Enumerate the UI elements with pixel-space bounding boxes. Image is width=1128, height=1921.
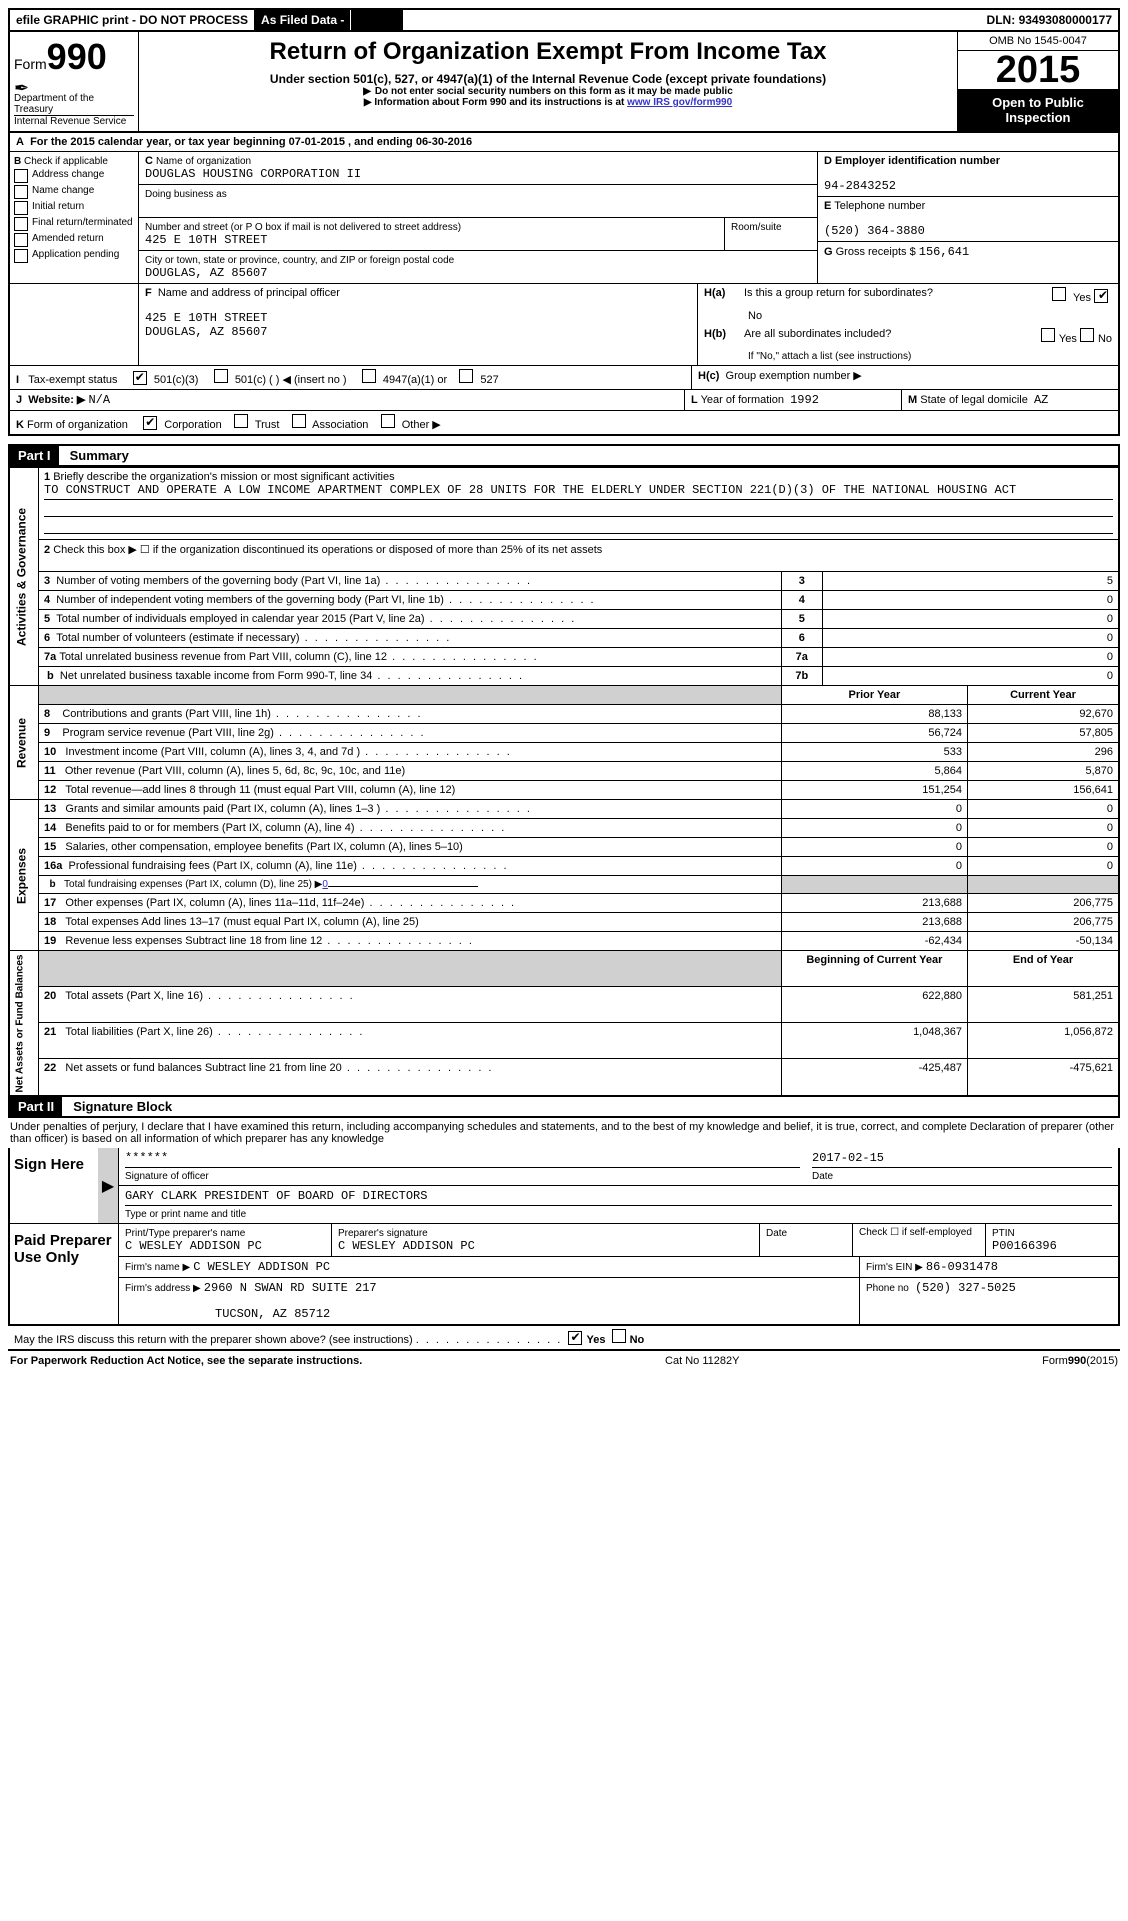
gov-row: 3 Number of voting members of the govern… [9, 572, 1119, 591]
exp-row: 16a Professional fundraising fees (Part … [9, 857, 1119, 876]
part2-title: Signature Block [65, 1097, 172, 1116]
col-C-org-info: C Name of organization DOUGLAS HOUSING C… [139, 152, 817, 283]
side-governance: Activities & Governance [9, 468, 39, 686]
as-filed-label: As Filed Data - [255, 10, 351, 30]
as-filed-blank [351, 10, 404, 30]
col-DEG: D Employer identification number 94-2843… [817, 152, 1118, 283]
ck-ha-yes[interactable] [1052, 287, 1066, 301]
net-row: 21 Total liabilities (Part X, line 26)1,… [9, 1023, 1119, 1059]
footer: For Paperwork Reduction Act Notice, see … [8, 1351, 1120, 1371]
top-bar: efile GRAPHIC print - DO NOT PROCESS As … [8, 8, 1120, 32]
irs-label: Internal Revenue Service [14, 115, 134, 127]
gov-row: 6 Total number of volunteers (estimate i… [9, 629, 1119, 648]
dln-cell: DLN: 93493080000177 [981, 10, 1118, 30]
gov-row: 5 Total number of individuals employed i… [9, 610, 1119, 629]
net-row: 20 Total assets (Part X, line 16)622,880… [9, 987, 1119, 1023]
part2-header: Part II [10, 1097, 62, 1116]
ck-application-pending[interactable]: Application pending [14, 249, 134, 263]
officer-addr1: 425 E 10TH STREET [145, 311, 267, 325]
identity-section: A For the 2015 calendar year, or tax yea… [8, 133, 1120, 436]
dln-label: DLN: [987, 13, 1016, 27]
gov-row: 7a Total unrelated business revenue from… [9, 648, 1119, 667]
ck-501c[interactable] [214, 369, 228, 383]
ck-amended-return[interactable]: Amended return [14, 233, 134, 247]
ein: 94-2843252 [824, 179, 896, 193]
ck-address-change[interactable]: Address change [14, 169, 134, 183]
exp-row: 17 Other expenses (Part IX, column (A), … [9, 894, 1119, 913]
form-number: Form990 [14, 36, 134, 78]
ck-ha-no[interactable] [1094, 289, 1108, 303]
arrow-icon: ▶ [98, 1148, 119, 1223]
form-title: Return of Organization Exempt From Incom… [147, 38, 949, 66]
sign-here-label: Sign Here [10, 1148, 98, 1223]
form-header: Form990 ✒ Department of the Treasury Int… [8, 32, 1120, 133]
gross-receipts: 156,641 [919, 245, 969, 259]
side-net-assets: Net Assets or Fund Balances [9, 951, 39, 1097]
rev-row: 10 Investment income (Part VIII, column … [9, 743, 1119, 762]
rev-row: 9 Program service revenue (Part VIII, li… [9, 724, 1119, 743]
info-note: ▶ Information about Form 990 and its ins… [147, 97, 949, 108]
exp-row: 18 Total expenses Add lines 13–17 (must … [9, 913, 1119, 932]
line-A: A For the 2015 calendar year, or tax yea… [10, 133, 1118, 152]
rev-row: 8 Contributions and grants (Part VIII, l… [9, 705, 1119, 724]
section-H: H(a) Is this a group return for subordin… [698, 284, 1118, 365]
efile-label: efile GRAPHIC print - DO NOT PROCESS [10, 10, 255, 30]
gov-row: b Net unrelated business taxable income … [9, 667, 1119, 686]
net-row: 22 Net assets or fund balances Subtract … [9, 1059, 1119, 1096]
ck-trust[interactable] [234, 414, 248, 428]
ck-initial-return[interactable]: Initial return [14, 201, 134, 215]
ck-final-return[interactable]: Final return/terminated [14, 217, 134, 231]
rev-row: 11 Other revenue (Part VIII, column (A),… [9, 762, 1119, 781]
city: DOUGLAS, AZ 85607 [145, 266, 267, 280]
exp-row: 14 Benefits paid to or for members (Part… [9, 819, 1119, 838]
tax-year: 2015 [958, 51, 1118, 89]
gov-row: 4 Number of independent voting members o… [9, 591, 1119, 610]
street: 425 E 10TH STREET [145, 233, 267, 247]
mission-text: TO CONSTRUCT AND OPERATE A LOW INCOME AP… [44, 483, 1016, 497]
rev-row: 12 Total revenue—add lines 8 through 11 … [9, 781, 1119, 800]
dept-label: Department of the Treasury [14, 93, 134, 115]
ck-assoc[interactable] [292, 414, 306, 428]
exp-row: b Total fundraising expenses (Part IX, c… [9, 876, 1119, 894]
irs-link[interactable]: www IRS gov/form990 [627, 97, 732, 108]
ck-527[interactable] [459, 369, 473, 383]
perjury-text: Under penalties of perjury, I declare th… [8, 1118, 1120, 1148]
ck-discuss-yes[interactable] [568, 1331, 582, 1345]
col-B-checkboxes: B Check if applicable Address change Nam… [10, 152, 139, 283]
side-expenses: Expenses [9, 800, 39, 951]
signature-block: Sign Here ▶ ****** Signature of officer … [8, 1148, 1120, 1326]
ck-discuss-no[interactable] [612, 1329, 626, 1343]
officer-addr2: DOUGLAS, AZ 85607 [145, 325, 267, 339]
ck-name-change[interactable]: Name change [14, 185, 134, 199]
open-public-label: Open to Public Inspection [958, 89, 1118, 131]
part1-title: Summary [62, 446, 129, 465]
ssn-note: Do not enter social security numbers on … [147, 86, 949, 97]
paid-preparer-label: Paid Preparer Use Only [10, 1224, 119, 1324]
form-footer-number: Form990(2015) [1042, 1355, 1118, 1367]
ck-hb-yes[interactable] [1041, 328, 1055, 342]
ck-4947[interactable] [362, 369, 376, 383]
ck-501c3[interactable] [133, 371, 147, 385]
side-revenue: Revenue [9, 686, 39, 800]
phone: (520) 364-3880 [824, 224, 925, 238]
dln-value: 93493080000177 [1019, 13, 1112, 27]
ck-corp[interactable] [143, 416, 157, 430]
exp-row: 19 Revenue less expenses Subtract line 1… [9, 932, 1119, 951]
org-name: DOUGLAS HOUSING CORPORATION II [145, 167, 361, 181]
officer-name: GARY CLARK PRESIDENT OF BOARD OF DIRECTO… [125, 1189, 427, 1203]
exp-row: 15 Salaries, other compensation, employe… [9, 838, 1119, 857]
form-subtitle: Under section 501(c), 527, or 4947(a)(1)… [147, 72, 949, 86]
ck-hb-no[interactable] [1080, 328, 1094, 342]
part1-header: Part I [10, 446, 59, 465]
summary-table: Activities & Governance 1 Briefly descri… [8, 467, 1120, 1097]
ck-other[interactable] [381, 414, 395, 428]
